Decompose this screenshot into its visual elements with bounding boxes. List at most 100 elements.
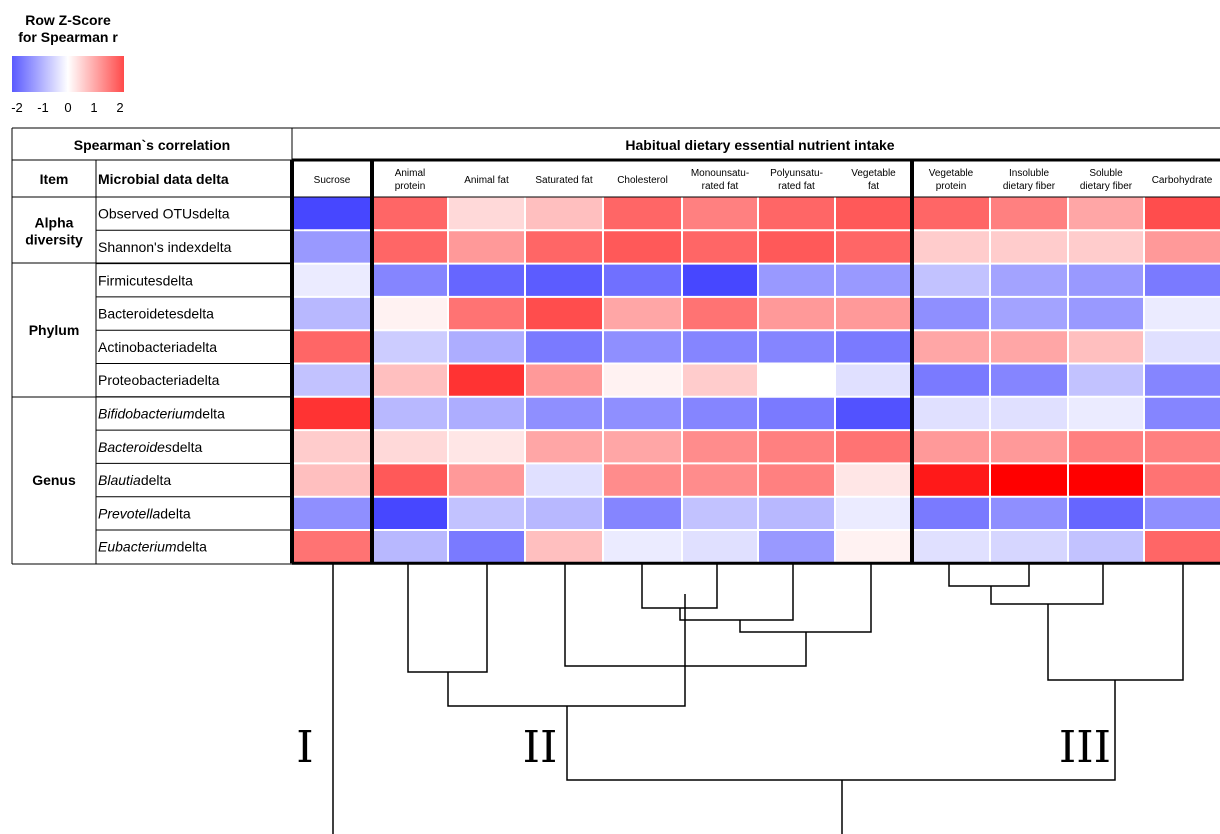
heatmap-cell: [990, 430, 1068, 464]
heatmap-cell: [1068, 363, 1144, 397]
heatmap-cell: [372, 430, 448, 464]
group-label: Genus: [32, 472, 76, 488]
heatmap-cell: [990, 363, 1068, 397]
row-label: Prevotelladelta: [98, 505, 191, 521]
heatmap-cell: [603, 530, 682, 564]
heatmap-cell: [1068, 263, 1144, 297]
column-label: Animal fat: [464, 175, 509, 186]
heatmap-cell: [525, 330, 603, 364]
heatmap-cell: [1068, 430, 1144, 464]
heatmap-cell: [603, 197, 682, 231]
row-label: Observed OTUsdelta: [98, 206, 230, 222]
heatmap-cell: [292, 430, 372, 464]
heatmap-cell: [912, 263, 990, 297]
heatmap-cell: [912, 496, 990, 530]
heatmap-cell: [525, 530, 603, 564]
heatmap-cell: [758, 197, 835, 231]
heatmap-grid: [290, 158, 1220, 565]
heatmap-cell: [835, 396, 912, 431]
heatmap-cell: [758, 263, 835, 297]
heatmap-cell: [603, 396, 682, 431]
row-labels: Observed OTUsdelta Shannon's indexdelta Fi…: [98, 206, 232, 555]
heatmap-cell: [372, 296, 448, 331]
heatmap-cell: [912, 363, 990, 397]
legend-gradient-bar: [12, 56, 124, 92]
heatmap-cell: [292, 330, 372, 364]
column-label: Insoluble: [1009, 168, 1049, 179]
column-label-line2: rated fat: [778, 181, 815, 192]
heatmap-cell: [835, 197, 912, 231]
row-label: Blautiadelta: [98, 472, 171, 488]
heatmap-cell: [525, 396, 603, 431]
column-label-line2: protein: [936, 181, 967, 192]
heatmap-cell: [835, 530, 912, 564]
heatmap-cell: [1144, 197, 1220, 231]
heatmap-cell: [525, 296, 603, 331]
heatmap-cell: [525, 230, 603, 264]
column-label: Carbohydrate: [1152, 175, 1213, 186]
heatmap-cell: [448, 496, 525, 530]
heatmap-cell: [372, 230, 448, 264]
heatmap-cell: [758, 230, 835, 264]
heatmap-cell: [372, 330, 448, 364]
row-label: Bifidobacteriumdelta: [98, 405, 225, 421]
heatmap-cell: [682, 363, 758, 397]
heatmap-cell: [372, 530, 448, 564]
heatmap-cell: [758, 496, 835, 530]
heatmap-cell: [1144, 363, 1220, 397]
heatmap-cell: [448, 330, 525, 364]
column-label: Vegetable: [851, 168, 896, 179]
group-label-line2: diversity: [25, 231, 83, 247]
row-label: Bacteroidetesdelta: [98, 306, 214, 322]
heatmap-cell: [1144, 496, 1220, 530]
heatmap-cell: [758, 430, 835, 464]
microbial-data-header: Microbial data delta: [98, 171, 229, 187]
heatmap-cell: [603, 496, 682, 530]
heatmap-cell: [292, 496, 372, 530]
heatmap-cell: [990, 230, 1068, 264]
group-label: Phylum: [29, 322, 80, 338]
heatmap-cell: [448, 296, 525, 331]
heatmap-cell: [912, 463, 990, 497]
legend-tick-label: 0: [64, 100, 71, 115]
heatmap-cell: [758, 530, 835, 564]
heatmap-cell: [525, 463, 603, 497]
heatmap-cell: [448, 530, 525, 564]
cluster-label: II: [523, 722, 558, 773]
heatmap-cell: [758, 330, 835, 364]
heatmap-cell: [990, 197, 1068, 231]
column-label: Polyunsatu-: [770, 168, 823, 179]
heatmap-cell: [525, 430, 603, 464]
heatmap-cell: [682, 430, 758, 464]
heatmap-cell: [292, 296, 372, 331]
heatmap-cell: [682, 263, 758, 297]
row-label: Proteobacteriadelta: [98, 372, 220, 388]
heatmap-cell: [758, 463, 835, 497]
heatmap-cell: [1144, 396, 1220, 431]
heatmap-cell: [1068, 197, 1144, 231]
heatmap-cell: [758, 296, 835, 331]
color-legend: Row Z-Score for Spearman r -2 -1 0 1 2: [11, 12, 124, 115]
heatmap-cell: [682, 496, 758, 530]
heatmap-cell: [1068, 396, 1144, 431]
heatmap-cell: [990, 496, 1068, 530]
heatmap-cell: [682, 396, 758, 431]
column-label: Saturated fat: [535, 175, 592, 186]
heatmap-cell: [682, 230, 758, 264]
column-label: Sucrose: [314, 175, 351, 186]
heatmap-cell: [448, 363, 525, 397]
heatmap-cell: [372, 463, 448, 497]
heatmap-cell: [1068, 463, 1144, 497]
group-label: Alpha: [35, 214, 74, 230]
column-dendrogram: [332, 564, 1184, 834]
heatmap-cell: [912, 197, 990, 231]
table-frame: [11, 127, 1220, 565]
heatmap-cell: [1144, 330, 1220, 364]
heatmap-cell: [292, 396, 372, 431]
heatmap-cell: [758, 363, 835, 397]
heatmap-cell: [682, 530, 758, 564]
heatmap-cell: [448, 430, 525, 464]
row-label: Bacteroidesdelta: [98, 439, 203, 455]
heatmap-cell: [835, 296, 912, 331]
